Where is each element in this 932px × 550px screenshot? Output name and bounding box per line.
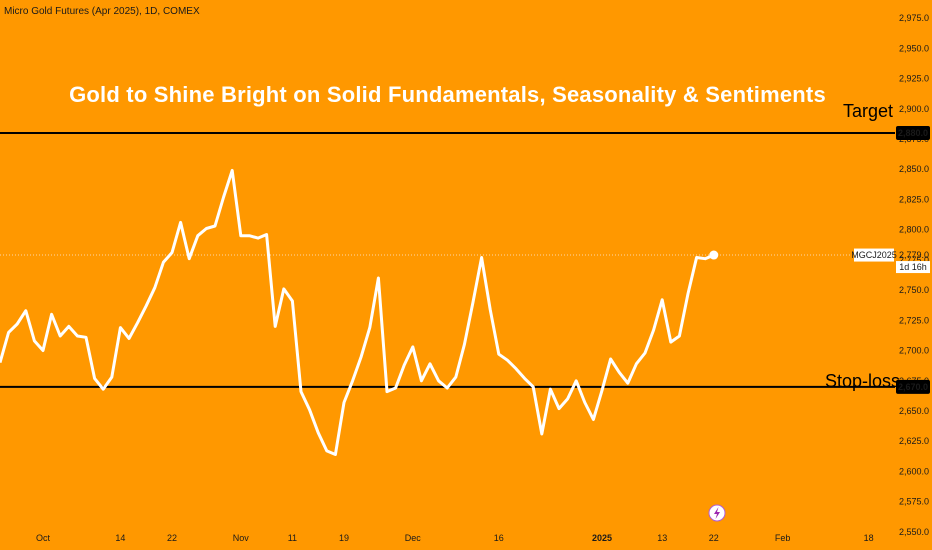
y-tick-label: 2,700.0 bbox=[899, 346, 929, 356]
y-tick-label: 2,900.0 bbox=[899, 104, 929, 114]
bar-countdown: 1d 16h bbox=[899, 262, 927, 272]
x-tick-label: Dec bbox=[405, 533, 422, 543]
y-tick-label: 2,600.0 bbox=[899, 466, 929, 476]
x-tick-label: 2025 bbox=[592, 533, 612, 543]
lightning-icon[interactable] bbox=[708, 504, 726, 522]
last-price-tag: MGCJ2025 2,779.0 1d 16h bbox=[851, 248, 930, 274]
y-tick-label: 2,975.0 bbox=[899, 13, 929, 23]
x-tick-label: 18 bbox=[864, 533, 874, 543]
y-tick-label: 2,800.0 bbox=[899, 225, 929, 235]
y-tick-label: 2,825.0 bbox=[899, 194, 929, 204]
y-tick-label: 2,850.0 bbox=[899, 164, 929, 174]
instrument-label: Micro Gold Futures (Apr 2025), 1D, COMEX bbox=[4, 6, 200, 17]
x-tick-label: 16 bbox=[494, 533, 504, 543]
y-tick-label: 2,925.0 bbox=[899, 74, 929, 84]
x-tick-label: Nov bbox=[233, 533, 250, 543]
x-tick-label: 22 bbox=[709, 533, 719, 543]
symbol-tag: MGCJ2025 bbox=[851, 250, 897, 260]
y-tick-label: 2,775.0 bbox=[899, 255, 929, 265]
chart-title: Gold to Shine Bright on Solid Fundamenta… bbox=[69, 82, 826, 107]
x-tick-label: 11 bbox=[288, 533, 297, 543]
y-tick-label: 2,575.0 bbox=[899, 497, 929, 507]
stop-loss-price-tag: 2,670.0 bbox=[896, 379, 930, 394]
svg-text:2,670.0: 2,670.0 bbox=[898, 382, 928, 392]
x-tick-label: Feb bbox=[775, 533, 791, 543]
x-axis: Oct 14 22 Nov 11 19 Dec 16 2025 13 22 Feb 18 bbox=[36, 533, 874, 543]
target-price-tag: 2,880.0 bbox=[896, 125, 930, 140]
last-price-point[interactable] bbox=[709, 250, 719, 260]
price-series-line[interactable] bbox=[0, 168, 715, 456]
x-tick-label: 19 bbox=[339, 533, 349, 543]
x-tick-label: 14 bbox=[115, 533, 125, 543]
y-axis: 2,550.02,575.02,600.02,625.02,650.02,675… bbox=[899, 13, 929, 537]
y-tick-label: 2,750.0 bbox=[899, 285, 929, 295]
target-label: Target bbox=[843, 101, 894, 121]
y-tick-label: 2,625.0 bbox=[899, 436, 929, 446]
y-tick-label: 2,725.0 bbox=[899, 315, 929, 325]
y-tick-label: 2,550.0 bbox=[899, 527, 929, 537]
x-tick-label: 22 bbox=[167, 533, 177, 543]
y-tick-label: 2,650.0 bbox=[899, 406, 929, 416]
stop-loss-label: Stop-loss bbox=[825, 371, 901, 391]
svg-text:2,880.0: 2,880.0 bbox=[898, 128, 928, 138]
last-price-value: 2,779.0 bbox=[899, 250, 929, 260]
y-tick-label: 2,950.0 bbox=[899, 43, 929, 53]
x-tick-label: 13 bbox=[657, 533, 667, 543]
x-tick-label: Oct bbox=[36, 533, 51, 543]
